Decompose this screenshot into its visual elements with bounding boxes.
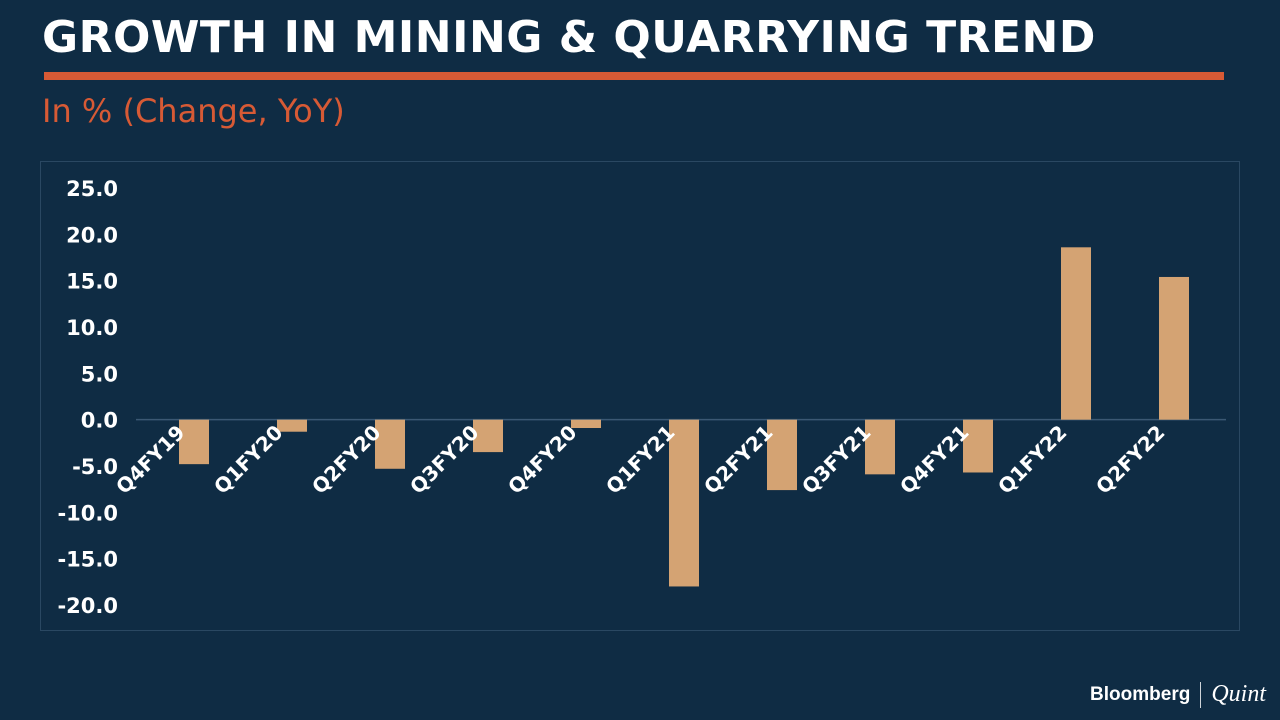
brand-bloomberg: Bloomberg	[1090, 683, 1191, 705]
x-category-label: Q4FY19	[111, 420, 189, 498]
y-tick-label: -5.0	[72, 455, 118, 479]
y-tick-label: 10.0	[66, 316, 118, 340]
y-tick-label: 5.0	[81, 362, 118, 386]
x-category-label: Q1FY20	[209, 420, 287, 498]
x-category-label: Q1FY22	[993, 420, 1071, 498]
y-tick-label: 25.0	[66, 177, 118, 201]
y-tick-label: 15.0	[66, 270, 118, 294]
y-tick-label: 20.0	[66, 223, 118, 247]
chart-area: 25.0 20.0 15.0 10.0 5.0 0.0 -5.0 -10.0 -15.0 -20.…	[40, 161, 1240, 631]
x-category-label: Q4FY21	[895, 420, 973, 498]
bar-q1fy20	[277, 419, 307, 432]
x-category-label: Q3FY21	[797, 420, 875, 498]
title-underline	[44, 72, 1224, 80]
x-category-label: Q2FY21	[699, 420, 777, 498]
brand-divider	[1200, 681, 1202, 708]
bar-q3fy21	[865, 419, 895, 475]
bar-q3fy20	[473, 419, 503, 453]
bar-q1fy22	[1061, 247, 1091, 420]
brand-logo: Bloomberg Quint	[1090, 681, 1266, 708]
brand-quint: Quint	[1211, 681, 1266, 707]
x-category-label: Q4FY20	[503, 420, 581, 498]
y-tick-label: -10.0	[57, 501, 118, 525]
bar-q4fy21	[963, 419, 993, 473]
bar-q4fy20	[571, 419, 601, 429]
bar-chart: 25.0 20.0 15.0 10.0 5.0 0.0 -5.0 -10.0 -15.0 -20.…	[57, 177, 1226, 618]
x-category-label: Q3FY20	[405, 420, 483, 498]
y-tick-label: 0.0	[81, 409, 118, 433]
x-category-label: Q2FY22	[1091, 420, 1169, 498]
bar-q2fy20	[375, 419, 405, 469]
chart-subtitle: In % (Change, YoY)	[42, 92, 345, 130]
x-category-label: Q1FY21	[601, 420, 679, 498]
bar-q4fy19	[179, 419, 209, 465]
bar-q2fy22	[1159, 276, 1189, 420]
bar-q1fy21	[669, 419, 699, 587]
x-category-label: Q2FY20	[307, 420, 385, 498]
y-tick-label: -20.0	[57, 594, 118, 618]
chart-title: GROWTH IN MINING & QUARRYING TREND	[42, 12, 1096, 63]
bar-q2fy21	[767, 419, 797, 491]
y-tick-label: -15.0	[57, 548, 118, 572]
